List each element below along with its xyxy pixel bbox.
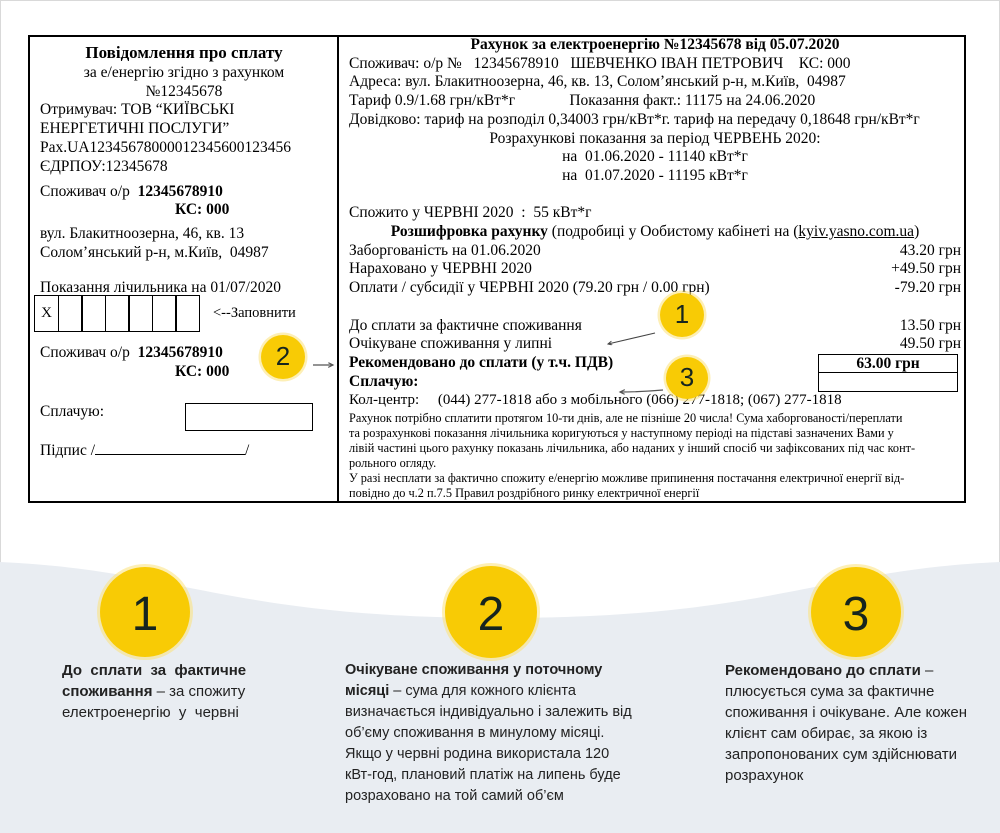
svg-text:2: 2 — [478, 588, 505, 641]
svg-text:1: 1 — [132, 588, 159, 641]
svg-text:3: 3 — [843, 588, 870, 641]
